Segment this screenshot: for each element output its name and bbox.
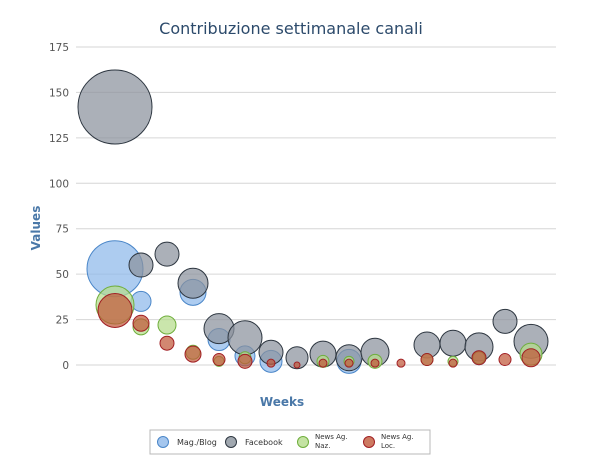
bubble-facebook — [128, 252, 154, 278]
bubble-news-ag-loc — [184, 345, 202, 363]
bubble-news-ag-loc — [471, 350, 487, 366]
legend-box — [149, 429, 431, 455]
bubble-facebook — [227, 320, 263, 356]
plot-area — [77, 69, 549, 374]
legend-label-news-ag-naz: Naz. — [315, 442, 330, 450]
bubble-news-ag-loc — [344, 358, 354, 368]
bubble-news-ag-loc — [293, 361, 301, 369]
y-tick-label: 0 — [62, 360, 69, 372]
bubble-facebook — [285, 346, 309, 370]
y-tick-label: 125 — [49, 133, 69, 145]
bubble-news-ag-loc — [318, 358, 328, 368]
bubble-facebook — [177, 267, 209, 299]
bubble-news-ag-naz — [157, 315, 177, 335]
legend-swatch-facebook — [225, 436, 237, 448]
bubble-news-ag-loc — [237, 353, 253, 369]
bubble-news-ag-loc — [420, 353, 434, 367]
y-axis-label: Values — [29, 206, 43, 251]
legend-label-facebook: Facebook — [245, 438, 283, 447]
bubble-news-ag-loc — [132, 314, 150, 332]
bubble-news-ag-loc — [159, 335, 175, 351]
y-axis-ticks: 0 25 50 75 100 125 150 175 — [49, 42, 69, 372]
bubble-news-ag-loc — [448, 358, 458, 368]
bubble-facebook — [492, 308, 518, 334]
x-axis-label: Weeks — [260, 395, 304, 409]
bubble-facebook — [154, 241, 180, 267]
bubble-news-ag-loc — [266, 358, 276, 368]
legend-swatch-mag-blog — [157, 436, 169, 448]
bubble-news-ag-loc — [97, 292, 133, 328]
y-tick-label: 75 — [56, 224, 69, 236]
y-tick-label: 50 — [56, 269, 69, 281]
bubble-news-ag-loc — [212, 353, 226, 367]
y-tick-label: 25 — [56, 315, 69, 327]
legend-swatch-news-ag-loc — [363, 436, 375, 448]
grid-lines — [76, 46, 556, 366]
legend-swatch-news-ag-naz — [297, 436, 309, 448]
legend-label-news-ag-loc: Loc. — [381, 442, 395, 450]
y-tick-label: 175 — [49, 42, 69, 54]
bubble-news-ag-loc — [396, 358, 406, 368]
bubble-news-ag-loc — [521, 348, 541, 368]
bubble-news-ag-loc — [370, 358, 380, 368]
bubble-facebook — [439, 329, 467, 357]
y-tick-label: 150 — [49, 87, 69, 99]
legend-label-news-ag-naz: News Ag. — [315, 433, 348, 441]
chart-title: Contribuzione settimanale canali — [159, 19, 423, 38]
y-tick-label: 100 — [49, 178, 69, 190]
legend-label-news-ag-loc: News Ag. — [381, 433, 414, 441]
bubble-facebook — [77, 69, 153, 145]
bubble-news-ag-loc — [498, 353, 512, 367]
legend-label-mag-blog: Mag./Blog — [177, 438, 217, 447]
